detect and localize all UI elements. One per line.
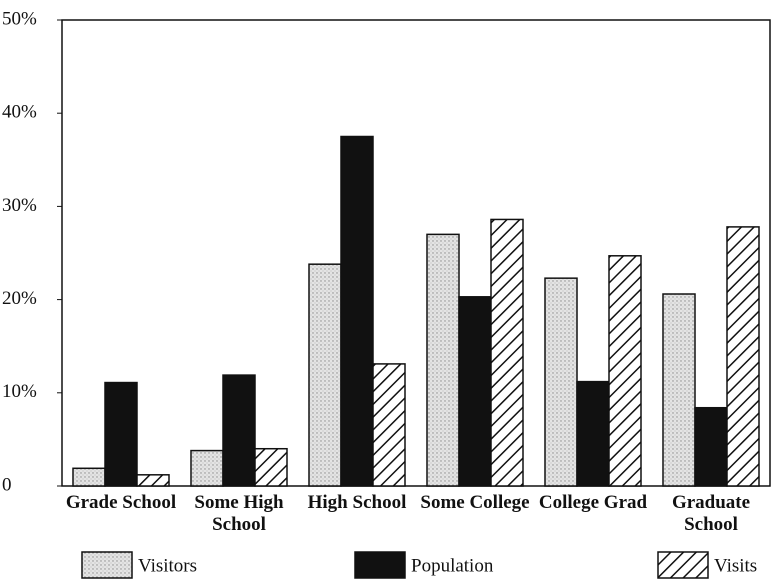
legend-label: Population: [411, 555, 494, 576]
legend-label: Visits: [714, 555, 757, 576]
y-tick-label: 20%: [2, 288, 37, 309]
bar: [254, 447, 288, 487]
y-tick-label: 40%: [2, 102, 37, 123]
bar: [544, 277, 578, 487]
legend-swatch: [81, 551, 133, 579]
x-tick-label: High School: [307, 492, 407, 513]
bar: [104, 381, 138, 487]
y-tick-label: 50%: [2, 8, 37, 29]
bar: [190, 449, 224, 487]
x-tick-label: Some College: [420, 492, 530, 513]
x-tick-label: Some High School: [194, 492, 284, 535]
legend-label: Visitors: [138, 555, 197, 576]
bar: [490, 218, 524, 487]
x-tick-label: College Grad: [538, 492, 648, 513]
bar: [308, 263, 342, 487]
bar: [694, 406, 728, 487]
x-tick-label: Graduate School: [671, 492, 751, 535]
bar: [726, 226, 760, 487]
legend-swatch: [354, 551, 406, 579]
y-tick-label: 30%: [2, 195, 37, 216]
y-tick-label: 10%: [2, 381, 37, 402]
bar: [662, 293, 696, 487]
bar: [372, 363, 406, 487]
bar: [136, 474, 170, 487]
legend-swatch: [657, 551, 709, 579]
plot-frame: [61, 19, 771, 487]
y-tick-label: 0: [2, 474, 12, 495]
bar: [576, 380, 610, 487]
bar: [340, 135, 374, 487]
bar: [72, 467, 106, 487]
bar: [426, 233, 460, 487]
bar: [222, 374, 256, 487]
bar: [458, 296, 492, 487]
bar: [608, 255, 642, 487]
x-tick-label: Grade School: [65, 492, 177, 513]
